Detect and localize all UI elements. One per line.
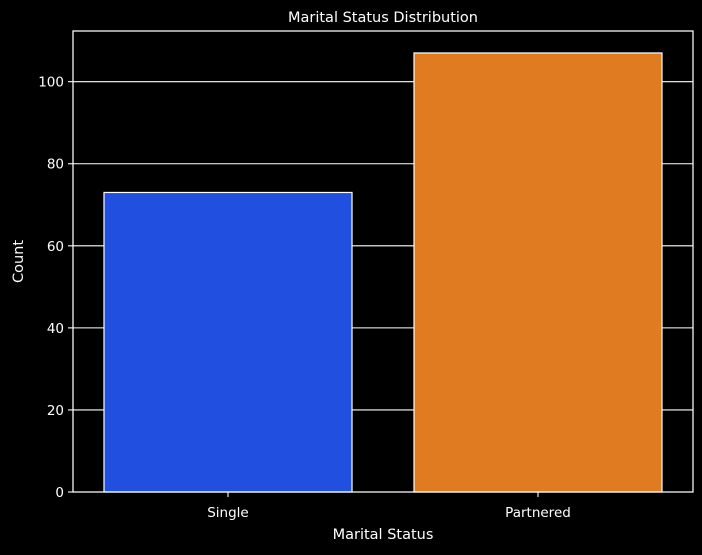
y-tick-label: 80: [47, 157, 64, 173]
y-axis-label: Count: [11, 240, 27, 283]
bars-layer: [103, 52, 663, 493]
x-axis-label: Marital Status: [333, 527, 434, 543]
y-ticks-layer: 0 20 40 60 80 100: [38, 75, 73, 501]
x-tick-label: Single: [207, 505, 249, 521]
plot-frame: [72, 30, 694, 493]
x-tick-label: Partnered: [505, 505, 571, 521]
x-ticks-layer: Single Partnered: [207, 492, 571, 521]
bar-partnered: [413, 52, 663, 493]
bar-single: [103, 191, 353, 493]
y-tick-label: 20: [47, 403, 64, 419]
chart-title: Marital Status Distribution: [288, 10, 478, 26]
y-tick-label: 40: [47, 321, 64, 337]
y-tick-label: 60: [47, 239, 64, 255]
y-tick-label: 100: [38, 75, 64, 91]
y-tick-label: 0: [55, 485, 64, 501]
